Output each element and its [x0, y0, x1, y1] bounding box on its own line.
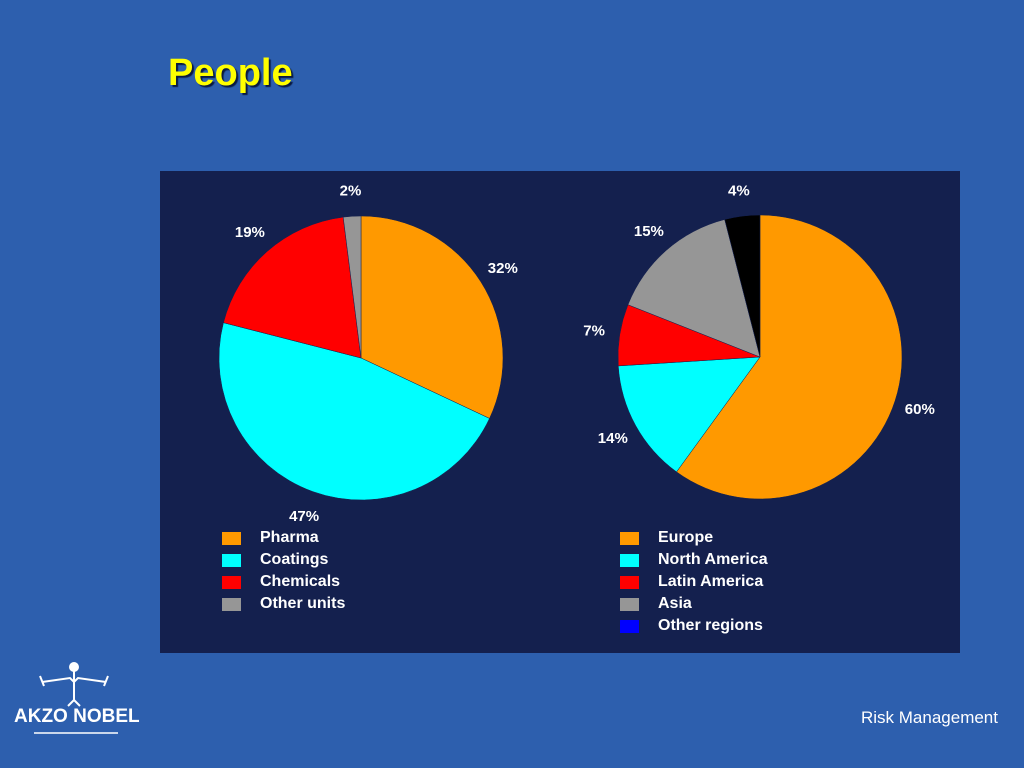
legend-swatch: [222, 531, 241, 545]
pie-0-data-label-1: 47%: [289, 508, 319, 525]
legend-0-item-2: Chemicals: [222, 571, 345, 593]
akzo-nobel-logo: AKZO NOBEL: [14, 662, 140, 734]
logo-text: AKZO NOBEL: [14, 706, 140, 727]
legend-label: North America: [658, 551, 768, 568]
pie-0-slice-3: [342, 215, 362, 359]
legend-label: Latin America: [658, 573, 764, 590]
pie-1-data-label-0: 60%: [905, 401, 935, 418]
pie-1-slice-0: [676, 214, 903, 500]
legend-0-item-3: Other units: [222, 593, 345, 615]
pie-0-slice-1: [218, 322, 490, 501]
legend-label: Chemicals: [260, 573, 341, 590]
pie-0-slice-0: [360, 215, 504, 419]
legend-1-item-2: Latin America: [620, 571, 768, 593]
pie-0-data-label-2: 19%: [235, 224, 265, 241]
legend-1-item-0: Europe: [620, 527, 768, 549]
pie-1-slice-4: [724, 214, 761, 358]
legend-1-item-1: North America: [620, 549, 768, 571]
legend-1-item-3: Asia: [620, 593, 768, 615]
legend-swatch: [620, 619, 639, 633]
legend-swatch: [620, 553, 639, 567]
legend-swatch: [222, 597, 241, 611]
legend-label: Pharma: [260, 529, 319, 546]
legend-business-units: Pharma Coatings Chemicals Other units: [222, 527, 345, 615]
chart-panel: 32% 47% 19% 2% 60% 14% 7% 15% 4% Pharma Coatings C…: [160, 171, 960, 653]
legend-label: Other units: [260, 595, 346, 612]
pie-0-data-label-3: 2%: [340, 182, 362, 199]
legend-regions: Europe North America Latin America Asia Othe…: [620, 527, 768, 637]
pie-0-slice-2: [223, 216, 362, 359]
pie-1-slice-3: [627, 219, 761, 358]
legend-swatch: [222, 575, 241, 589]
legend-1-item-4: Other regions: [620, 615, 768, 637]
pie-1-data-label-3: 15%: [634, 223, 664, 240]
legend-0-item-1: Coatings: [222, 549, 345, 571]
pie-1-slice-1: [618, 356, 761, 473]
legend-swatch: [620, 575, 639, 589]
legend-label: Coatings: [260, 551, 329, 568]
legend-swatch: [620, 531, 639, 545]
pie-1-data-label-4: 4%: [728, 182, 750, 199]
legend-swatch: [620, 597, 639, 611]
legend-label: Other regions: [658, 617, 763, 634]
pie-1-data-label-2: 7%: [583, 323, 605, 340]
legend-label: Asia: [658, 595, 692, 612]
pie-1-data-label-1: 14%: [598, 430, 628, 447]
legend-label: Europe: [658, 529, 714, 546]
legend-0-item-0: Pharma: [222, 527, 345, 549]
pie-0-data-label-0: 32%: [488, 260, 518, 277]
footer-text: Risk Management: [860, 708, 998, 727]
pie-charts-canvas: 32% 47% 19% 2% 60% 14% 7% 15% 4%: [218, 182, 935, 525]
slide-title: People: [168, 52, 293, 94]
legend-swatch: [222, 553, 241, 567]
